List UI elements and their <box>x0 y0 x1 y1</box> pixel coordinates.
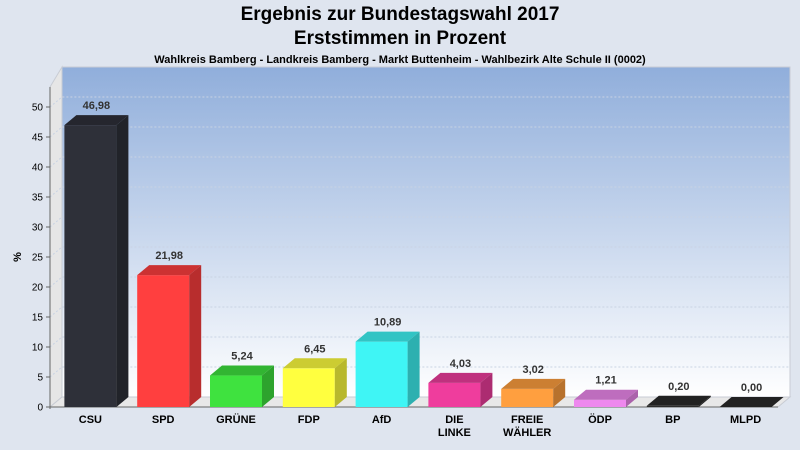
y-axis-label: % <box>12 252 24 262</box>
bar-side <box>480 372 493 407</box>
value-label: 21,98 <box>155 250 183 262</box>
bar-top <box>210 365 274 376</box>
bar-csu <box>64 115 129 408</box>
x-tick-label: AfD <box>372 414 392 426</box>
x-tick-label: FDP <box>298 414 320 426</box>
bar-bp <box>646 395 711 407</box>
y-tick-label: 15 <box>32 313 44 324</box>
bar-top <box>646 395 711 406</box>
bar-freie-wähler <box>501 378 566 407</box>
gridlines <box>49 96 790 378</box>
bar-spd <box>137 265 202 407</box>
gridline <box>49 366 790 378</box>
bar-afd <box>355 331 420 407</box>
bar-side <box>698 395 711 407</box>
value-label: 0,20 <box>668 381 689 393</box>
value-label: 10,89 <box>374 317 402 329</box>
y-tick-label: 10 <box>32 343 44 354</box>
value-labels: 46,98 21,98 5,24 6,45 10,89 4,03 3,02 1,21 0,20 0… <box>83 100 763 394</box>
bar-side <box>626 389 638 407</box>
y-tick-label: 25 <box>32 253 44 264</box>
y-tick-label: 0 <box>37 403 43 414</box>
bar-side <box>553 378 566 407</box>
value-label: 1,21 <box>595 375 616 387</box>
bar-front <box>282 368 335 407</box>
bar-top <box>574 389 638 400</box>
x-axis: CSU SPD GRÜNE FDP AfD DIE LINKE FREIE WÄHLER ÖDP B… <box>79 413 761 439</box>
value-label: 3,02 <box>522 364 543 376</box>
bar-top <box>282 358 347 369</box>
bar-side <box>262 365 274 407</box>
gridline <box>49 276 790 288</box>
gridline <box>49 186 790 198</box>
bar-front <box>501 388 554 407</box>
bar-front <box>574 399 626 407</box>
bar-top <box>355 331 420 342</box>
bar-top <box>428 372 493 383</box>
bar-side <box>116 115 129 408</box>
bar-die-linke <box>428 372 493 407</box>
value-label: 46,98 <box>83 100 111 112</box>
chart-district-subtitle: Wahlkreis Bamberg - Landkreis Bamberg - … <box>154 54 646 66</box>
bar-mlpd <box>719 397 784 407</box>
bar-front <box>64 125 117 408</box>
gridline <box>49 126 790 138</box>
value-label: 0,00 <box>741 382 762 394</box>
x-tick-label: SPD <box>152 414 175 426</box>
y-tick-label: 40 <box>32 163 44 174</box>
bar-fdp <box>282 358 347 407</box>
chart-title: Ergebnis zur Bundestagswahl 2017 <box>240 4 560 25</box>
y-tick-label: 5 <box>37 373 43 384</box>
bar-top <box>719 397 784 407</box>
chart-subtitle-line: Erststimmen in Prozent <box>293 28 507 49</box>
y-tick-label: 20 <box>32 283 44 294</box>
x-tick-label: FREIE WÄHLER <box>503 414 551 439</box>
y-tick-label: 45 <box>32 133 44 144</box>
x-tick-label: CSU <box>79 414 102 426</box>
bar-top <box>501 378 566 389</box>
bar-ödp <box>574 389 638 407</box>
bar-front <box>355 341 408 407</box>
bar-grüne <box>210 365 274 407</box>
bar-side <box>189 265 202 407</box>
gridline <box>49 156 790 168</box>
bar-front <box>210 375 262 407</box>
x-tick-label: MLPD <box>730 414 761 426</box>
value-label: 6,45 <box>304 343 325 355</box>
gridline <box>49 306 790 318</box>
gridline <box>49 216 790 228</box>
bar-side <box>334 358 347 407</box>
gridline <box>49 96 790 108</box>
x-tick-label: GRÜNE <box>216 413 256 426</box>
value-label: 5,24 <box>231 351 253 363</box>
x-tick-label: ÖDP <box>588 413 612 426</box>
bar-front <box>646 405 699 407</box>
y-tick-label: 30 <box>32 223 44 234</box>
bar-front <box>428 382 481 407</box>
bar-front <box>137 275 190 407</box>
value-label: 4,03 <box>450 358 471 370</box>
gridline <box>49 336 790 348</box>
bar-top <box>64 115 129 126</box>
y-tick-label: 35 <box>32 193 44 204</box>
y-tick-label: 50 <box>32 103 44 114</box>
gridline <box>49 246 790 258</box>
x-tick-label: BP <box>665 414 680 426</box>
bars <box>64 115 784 408</box>
x-tick-label: DIE LINKE <box>438 414 471 439</box>
bar-top <box>137 265 202 276</box>
plot-side-wall <box>49 65 63 409</box>
bar-side <box>407 331 420 407</box>
